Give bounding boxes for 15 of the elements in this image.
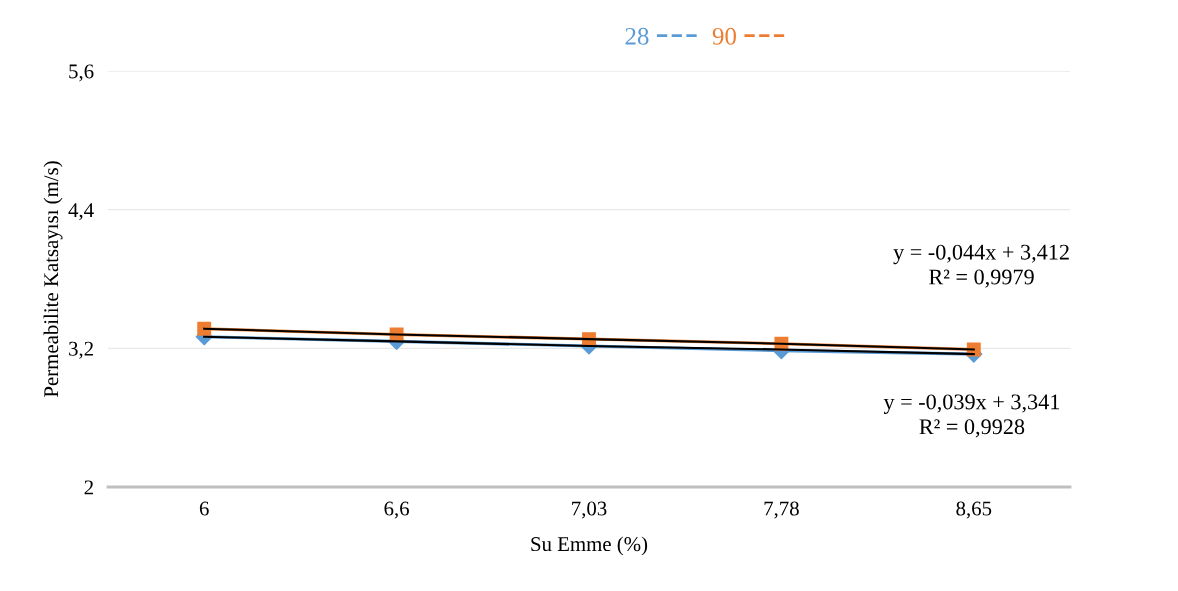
x-tick-label: 6 xyxy=(199,501,209,516)
x-axis-title: Su Emme (%) xyxy=(531,536,648,556)
y-tick-label: 4,4 xyxy=(68,203,94,221)
y-tick-label: 5,6 xyxy=(69,64,94,82)
y-axis-title: Permeabilite Katsayısı (m/s) xyxy=(43,161,63,398)
x-tick-label: 6,6 xyxy=(384,501,409,519)
legend-label: 90 xyxy=(712,27,736,45)
x-tick-label: 8,65 xyxy=(956,501,992,519)
annotation: y = -0,044x + 3,412 R² = 0,9979 xyxy=(893,244,1069,288)
legend-label: 28 xyxy=(625,27,649,45)
y-tick-label: 3,2 xyxy=(69,341,93,359)
x-tick-label: 7,03 xyxy=(572,501,607,519)
x-tick-label: 7,78 xyxy=(764,501,799,519)
annotation: y = -0,039x + 3,341 R² = 0,9928 xyxy=(883,394,1060,438)
y-tick-label: 2 xyxy=(84,480,93,495)
